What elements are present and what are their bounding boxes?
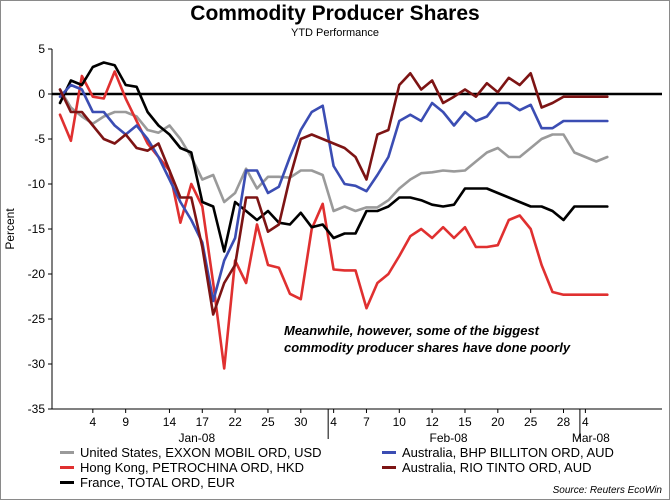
legend-label-petrochina: Hong Kong, PETROCHINA ORD, HKD [80,460,304,475]
legend-swatch-petrochina [60,466,74,470]
x-tick-label: 17 [196,415,210,429]
legend-swatch-riotinto [382,466,396,470]
legend-label-exxon: United States, EXXON MOBIL ORD, USD [80,445,322,460]
y-tick-label: 0 [38,87,45,101]
annotation-line-1: Meanwhile, however, some of the biggest [284,323,540,338]
chart-title: Commodity Producer Shares [190,2,480,25]
y-axis-label: Percent [3,208,17,250]
x-tick-label: 30 [294,415,308,429]
series-line-total [58,61,609,253]
legend-swatch-exxon [60,451,74,455]
x-tick-label: 15 [458,415,472,429]
x-tick-label: 28 [557,415,571,429]
y-tick-label: 5 [38,42,45,56]
y-tick-label: -10 [28,177,46,191]
legend-item-riotinto: Australia, RIO TINTO ORD, AUD [382,460,592,475]
x-tick-label: 10 [393,415,407,429]
x-tick-label: 12 [425,415,439,429]
month-label: Jan-08 [178,431,215,445]
legend-swatch-total [60,481,74,485]
x-tick-label: 7 [363,415,370,429]
y-tick-label: -25 [28,312,46,326]
axis-layer: 5 0 -5 -10 -15 -20 -25 -30 -35 Percent 4 9 14 17 22 25 3… [3,42,662,445]
legend-label-riotinto: Australia, RIO TINTO ORD, AUD [402,460,592,475]
legend-item-total: France, TOTAL ORD, EUR [60,475,235,490]
y-tick-label: -35 [28,402,46,416]
series-line-riotinto [58,72,609,316]
month-label: Feb-08 [430,431,468,445]
annotation-line-2: commodity producer shares have done poor… [284,340,571,355]
y-tick-label: -5 [34,132,45,146]
legend-item-bhp: Australia, BHP BILLITON ORD, AUD [382,445,614,460]
series-line-bhp [58,83,609,303]
y-tick-label: -30 [28,357,46,371]
x-tick-label: 25 [524,415,538,429]
y-tick-label: -15 [28,222,46,236]
x-tick-label: 9 [122,415,129,429]
chart-subtitle: YTD Performance [290,27,380,39]
month-label: Mar-08 [572,431,610,445]
y-tick-label: -20 [28,267,46,281]
x-tick-label: 20 [491,415,505,429]
x-tick-label: 4 [89,415,96,429]
series-layer [58,61,609,370]
source-note: Source: Reuters EcoWin [552,485,662,496]
x-tick-label: 25 [261,415,275,429]
legend-label-total: France, TOTAL ORD, EUR [80,475,235,490]
legend-item-exxon: United States, EXXON MOBIL ORD, USD [60,445,322,460]
legend-label-bhp: Australia, BHP BILLITON ORD, AUD [402,445,614,460]
x-tick-label: 4 [330,415,337,429]
x-tick-label: 22 [228,415,242,429]
legend-item-petrochina: Hong Kong, PETROCHINA ORD, HKD [60,460,304,475]
series-line-exxon [58,88,609,213]
x-tick-label: 4 [582,415,589,429]
legend-swatch-bhp [382,451,396,455]
x-tick-label: 14 [163,415,177,429]
